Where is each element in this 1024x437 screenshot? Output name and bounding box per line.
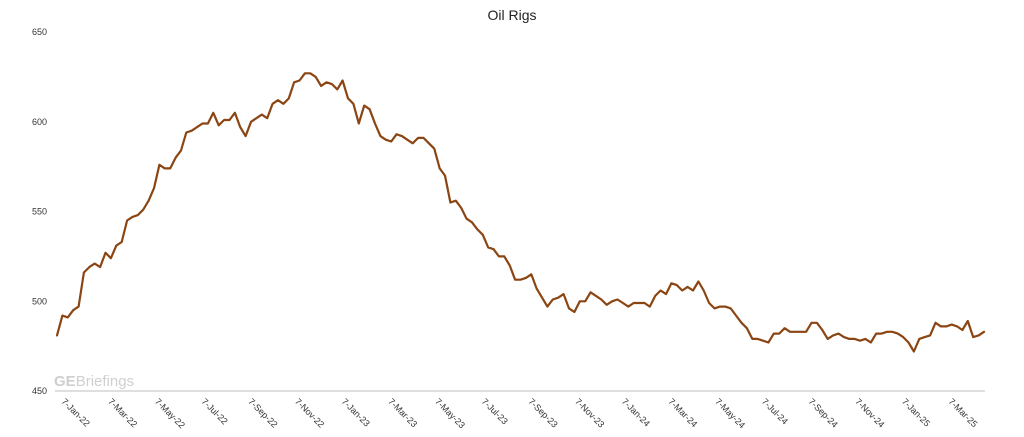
y-tick-label: 550 (32, 207, 47, 217)
x-tick-label: 7-Mar-23 (386, 396, 419, 429)
y-tick-label: 500 (32, 296, 47, 306)
x-tick-label: 7-Sep-24 (807, 396, 840, 429)
x-tick-label: 7-Jan-23 (340, 396, 372, 428)
x-tick-label: 7-Mar-22 (106, 396, 139, 429)
watermark-logo: GEBriefings (54, 373, 134, 390)
x-tick-label: 7-May-22 (153, 396, 187, 430)
x-tick-label: 7-Mar-25 (947, 396, 980, 429)
y-tick-label: 600 (32, 117, 47, 127)
x-tick-label: 7-May-23 (433, 396, 467, 430)
series-line-oil-rigs (55, 72, 986, 353)
y-axis-ticks: 450 500 550 600 650 (32, 27, 47, 396)
x-tick-label: 7-Jan-22 (60, 396, 92, 428)
x-tick-label: 7-May-24 (713, 396, 747, 430)
x-tick-label: 7-Jul-22 (200, 396, 230, 426)
x-tick-label: 7-Jan-24 (620, 396, 652, 428)
watermark-bold: GE (54, 373, 76, 390)
x-tick-label: 7-Sep-22 (246, 396, 279, 429)
y-tick-label: 450 (32, 386, 47, 396)
x-tick-label: 7-Nov-23 (573, 396, 606, 429)
x-tick-label: 7-Sep-23 (526, 396, 559, 429)
y-tick-label: 650 (32, 27, 47, 37)
x-tick-label: 7-Nov-24 (853, 396, 886, 429)
chart-title: Oil Rigs (487, 7, 536, 23)
x-tick-label: 7-Nov-22 (293, 396, 326, 429)
x-tick-label: 7-Jul-23 (480, 396, 510, 426)
x-axis-ticks: 7-Jan-22 7-Mar-22 7-May-22 7-Jul-22 7-Sep-22… (60, 396, 980, 430)
x-tick-label: 7-Jul-24 (760, 396, 790, 426)
x-tick-label: 7-Mar-24 (666, 396, 699, 429)
x-tick-label: 7-Jan-25 (900, 396, 932, 428)
watermark-regular: Briefings (76, 373, 134, 390)
